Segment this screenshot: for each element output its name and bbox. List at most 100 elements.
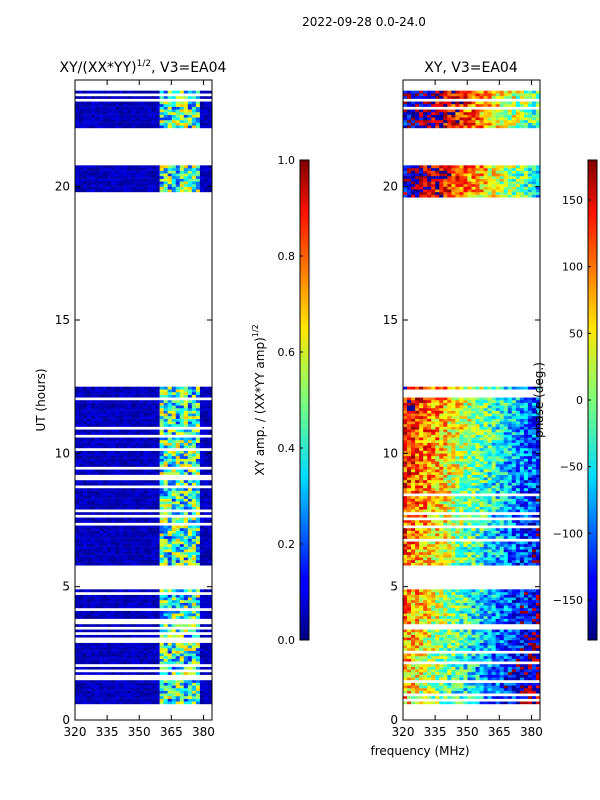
- heatmap-cell: [171, 453, 177, 457]
- heatmap-cell: [139, 394, 144, 398]
- heatmap-cell: [143, 653, 148, 657]
- heatmap-cell: [75, 442, 80, 446]
- heatmap-cell: [123, 453, 128, 457]
- heatmap-cell: [171, 605, 177, 609]
- heatmap-cell: [115, 194, 120, 198]
- heatmap-cell: [159, 448, 164, 451]
- heatmap-cell: [183, 120, 189, 123]
- heatmap-cell: [115, 618, 120, 622]
- heatmap-cell: [75, 650, 80, 654]
- heatmap-cell: [131, 688, 136, 691]
- heatmap-cell: [423, 680, 428, 683]
- heatmap-cell: [91, 181, 96, 185]
- heatmap-cell: [187, 501, 193, 505]
- heatmap-cell: [123, 397, 128, 401]
- heatmap-cell: [127, 688, 132, 691]
- heatmap-cell: [155, 528, 160, 531]
- heatmap-cell: [183, 392, 189, 395]
- heatmap-cell: [127, 597, 132, 601]
- heatmap-cell: [143, 506, 148, 510]
- heatmap-cell: [131, 466, 136, 470]
- heatmap-cell: [95, 597, 100, 601]
- heatmap-cell: [95, 490, 100, 494]
- heatmap-cell: [131, 176, 136, 179]
- heatmap-cell: [83, 184, 88, 187]
- heatmap-cell: [91, 645, 96, 649]
- heatmap-cell: [203, 445, 209, 449]
- heatmap-cell: [91, 701, 96, 705]
- heatmap-cell: [175, 509, 181, 513]
- heatmap-cell: [159, 648, 164, 651]
- heatmap-cell: [139, 90, 144, 94]
- heatmap-cell: [171, 392, 177, 395]
- heatmap-cell: [83, 645, 88, 649]
- heatmap-cell: [107, 506, 112, 510]
- heatmap-cell: [147, 397, 152, 401]
- heatmap-cell: [111, 560, 116, 563]
- heatmap-cell: [107, 514, 112, 518]
- heatmap-cell: [175, 472, 181, 475]
- heatmap-cell: [91, 629, 96, 633]
- heatmap-cell: [203, 410, 209, 414]
- heatmap-cell: [523, 696, 529, 699]
- heatmap-cell: [179, 96, 185, 99]
- heatmap-cell: [155, 109, 160, 113]
- heatmap-cell: [87, 104, 92, 107]
- heatmap-cell: [123, 400, 128, 403]
- heatmap-cell: [91, 173, 96, 177]
- heatmap-cell: [103, 632, 108, 635]
- heatmap-cell: [191, 693, 197, 697]
- heatmap-cell: [111, 685, 116, 689]
- heatmap-cell: [167, 466, 173, 470]
- heatmap-cell: [115, 458, 120, 462]
- heatmap-cell: [147, 688, 152, 691]
- heatmap-cell: [535, 685, 540, 689]
- heatmap-cell: [143, 386, 148, 390]
- heatmap-cell: [155, 656, 160, 659]
- heatmap-cell: [135, 661, 140, 665]
- heatmap-cell: [87, 664, 92, 667]
- heatmap-cell: [199, 474, 205, 478]
- heatmap-cell: [139, 512, 144, 515]
- heatmap-cell: [155, 533, 160, 537]
- heatmap-cell: [79, 173, 84, 177]
- heatmap-cell: [451, 688, 456, 691]
- heatmap-cell: [95, 176, 100, 179]
- heatmap-cell: [183, 402, 189, 406]
- heatmap-cell: [123, 448, 128, 451]
- heatmap-cell: [199, 688, 205, 691]
- heatmap-cell: [475, 680, 480, 683]
- heatmap-cell: [119, 480, 124, 483]
- heatmap-cell: [179, 610, 185, 614]
- heatmap-cell: [435, 696, 440, 699]
- heatmap-cell: [111, 696, 116, 699]
- heatmap-cell: [127, 650, 132, 654]
- heatmap-cell: [131, 464, 136, 467]
- heatmap-cell: [75, 504, 80, 507]
- heatmap-cell: [159, 474, 164, 478]
- heatmap-cell: [187, 533, 193, 537]
- heatmap-cell: [487, 685, 492, 689]
- heatmap-cell: [111, 418, 116, 422]
- heatmap-cell: [143, 696, 148, 699]
- heatmap-cell: [91, 168, 96, 171]
- heatmap-cell: [171, 648, 177, 651]
- heatmap-cell: [411, 690, 416, 694]
- heatmap-cell: [75, 557, 80, 561]
- heatmap-cell: [203, 114, 209, 118]
- heatmap-cell: [107, 682, 112, 686]
- heatmap-cell: [163, 525, 168, 529]
- heatmap-cell: [115, 669, 120, 673]
- heatmap-cell: [123, 546, 128, 550]
- heatmap-cell: [199, 629, 205, 633]
- heatmap-cell: [131, 429, 136, 433]
- heatmap-cell: [199, 528, 205, 531]
- heatmap-cell: [155, 621, 160, 625]
- heatmap-cell: [159, 512, 164, 515]
- heatmap-cell: [183, 493, 189, 497]
- heatmap-cell: [123, 117, 128, 121]
- heatmap-cell: [179, 458, 185, 462]
- heatmap-cell: [83, 445, 88, 449]
- heatmap-cell: [91, 666, 96, 670]
- heatmap-cell: [195, 656, 201, 659]
